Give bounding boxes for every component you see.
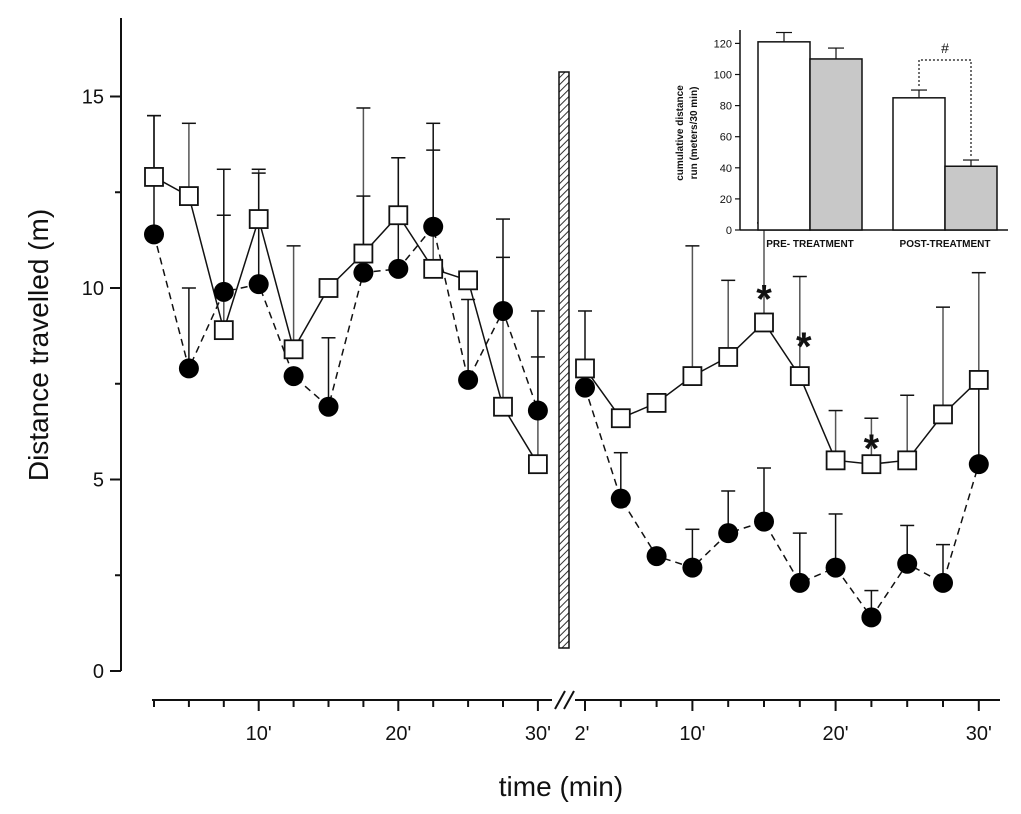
data-point-circle [178, 358, 199, 379]
data-point-circle [423, 216, 444, 237]
data-point-square [178, 186, 199, 206]
data-point-square [144, 167, 164, 187]
data-point-square [718, 347, 739, 367]
inset-bar [757, 41, 811, 231]
data-point-square [353, 243, 374, 264]
data-point-circle [575, 377, 595, 398]
inset-bar-chart: 0 20 40 60 80 100 120 cumulative distance run (m… [675, 30, 1008, 250]
square-series-line [584, 321, 980, 465]
y-tick-label: 5 [93, 470, 104, 492]
inset-y-tick-label: 20 [720, 194, 732, 206]
data-point-circle [646, 546, 667, 567]
data-point-square [213, 320, 234, 341]
data-point-square [682, 366, 703, 386]
data-point-square [968, 370, 989, 390]
data-point-square [493, 396, 513, 417]
main-chart-plot: * * * [144, 71, 989, 649]
axis-break-mark [563, 690, 575, 710]
inset-y-tick-label: 120 [714, 38, 732, 50]
data-point-circle [718, 523, 739, 544]
inset-bar [944, 165, 998, 231]
data-point-square [789, 366, 810, 386]
data-point-circle [754, 511, 774, 532]
data-point-circle [682, 557, 703, 578]
data-point-circle [897, 553, 918, 574]
data-point-square [283, 339, 304, 360]
data-point-square [825, 450, 846, 471]
x-tick-label: 10' [679, 723, 705, 745]
data-point-square [458, 270, 479, 291]
data-point-circle [458, 369, 479, 390]
data-point-square [318, 278, 339, 298]
data-point-square [933, 404, 953, 425]
data-point-square [754, 312, 774, 333]
circle-series-line [584, 387, 980, 619]
data-point-circle [933, 572, 953, 593]
circle-series-line [153, 225, 539, 411]
significance-star: * [864, 427, 880, 471]
significance-star: * [796, 325, 812, 369]
treatment-separator-bar [558, 71, 570, 649]
y-tick-label: 0 [93, 661, 104, 683]
data-point-square [897, 450, 918, 471]
inset-category-label: PRE- TREATMENT [766, 239, 854, 250]
axis-break-mark [554, 690, 566, 710]
inset-y-tick-label: 0 [726, 225, 732, 237]
data-point-circle [527, 400, 548, 421]
data-point-square [646, 392, 667, 413]
data-point-circle [968, 454, 989, 475]
data-point-square [388, 205, 409, 226]
x-tick-label: 2' [575, 723, 590, 745]
data-point-circle [144, 224, 164, 245]
inset-significance-bracket [918, 59, 972, 157]
inset-bar [809, 58, 863, 231]
inset-y-axis-title: run (meters/30 min) [689, 87, 700, 180]
y-tick-label: 15 [82, 87, 104, 109]
x-tick-label: 20' [823, 723, 849, 745]
significance-star: * [756, 277, 772, 321]
data-point-square [528, 454, 548, 475]
main-chart-axes: 0 5 10 15 Distance travelled (m) 10' 20' 30' 2' 1… [23, 18, 1000, 802]
inset-y-tick-label: 100 [714, 70, 732, 82]
data-point-circle [248, 274, 269, 295]
inset-bar [892, 97, 946, 231]
x-tick-label: 30' [525, 723, 551, 745]
data-point-square [861, 454, 882, 475]
data-point-circle [213, 281, 234, 302]
inset-y-tick-label: 80 [720, 101, 732, 113]
data-point-circle [318, 396, 339, 417]
inset-y-axis-title: cumulative distance [675, 85, 686, 181]
x-tick-label: 20' [385, 723, 411, 745]
inset-y-tick-label: 40 [720, 163, 732, 175]
inset-significance-mark: # [941, 40, 949, 56]
data-point-square [575, 358, 595, 379]
x-tick-label: 10' [246, 723, 272, 745]
data-point-circle [789, 572, 810, 593]
inset-y-tick-label: 60 [720, 132, 732, 144]
data-point-circle [353, 262, 374, 283]
data-point-circle [861, 607, 882, 628]
data-point-square [610, 408, 631, 429]
data-point-circle [388, 258, 409, 279]
data-point-circle [610, 488, 631, 509]
y-axis-title: Distance travelled (m) [23, 209, 54, 481]
data-point-circle [493, 300, 513, 321]
data-point-square [248, 209, 269, 229]
y-tick-label: 10 [82, 278, 104, 300]
inset-category-label: POST-TREATMENT [900, 239, 991, 250]
data-point-square [423, 258, 444, 279]
data-point-circle [825, 557, 846, 578]
data-point-circle [283, 366, 304, 387]
x-axis-title: time (min) [499, 771, 623, 802]
x-tick-label: 30' [966, 723, 992, 745]
square-series-line [153, 176, 539, 465]
